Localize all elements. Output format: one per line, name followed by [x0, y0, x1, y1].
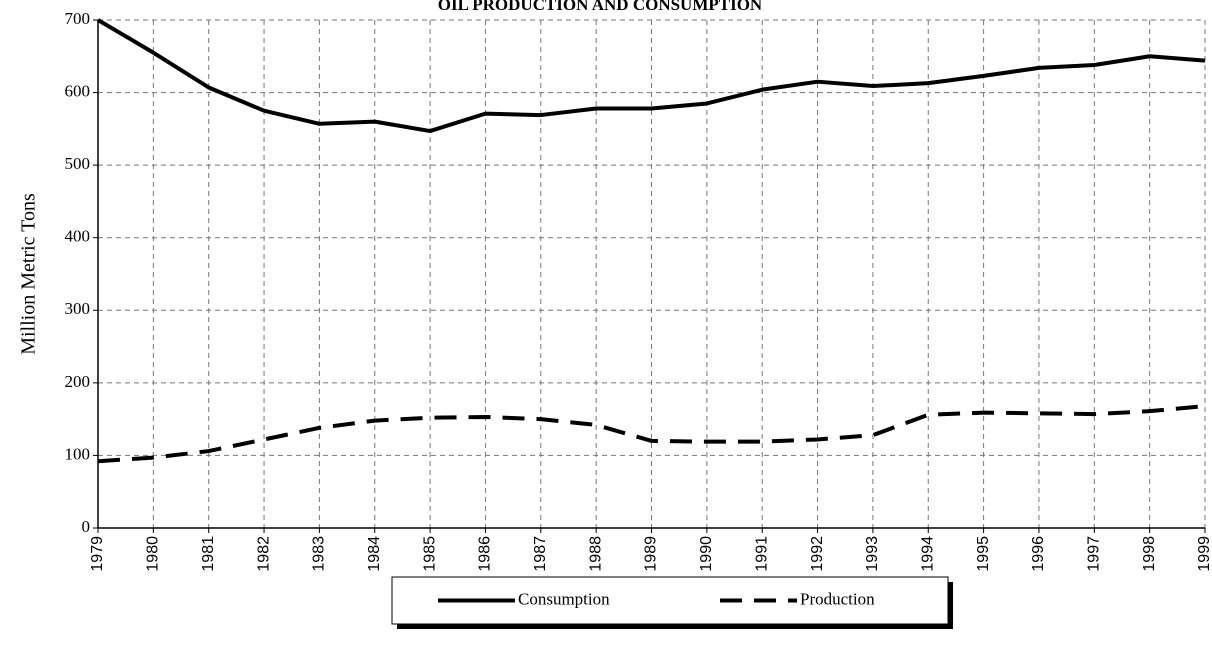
- x-tick-label: 1985: [421, 536, 438, 572]
- x-tick-label: 1995: [975, 536, 992, 572]
- x-tick-label: 1984: [366, 536, 383, 572]
- x-tick-label: 1998: [1141, 536, 1158, 572]
- x-tick-label: 1996: [1030, 536, 1047, 572]
- y-tick-label: 700: [65, 9, 91, 28]
- y-tick-label: 200: [65, 372, 91, 391]
- x-tick-label: 1993: [864, 536, 881, 572]
- y-tick-label: 500: [65, 154, 91, 173]
- x-tick-label: 1990: [698, 536, 715, 572]
- chart-title: OIL PRODUCTION AND CONSUMPTION: [438, 0, 763, 14]
- y-tick-label: 400: [65, 227, 91, 246]
- x-tick-label: 1989: [643, 536, 660, 572]
- line-series: [97, 404, 1206, 464]
- x-tick-label: 1991: [753, 536, 770, 572]
- x-tick-label: 1992: [809, 536, 826, 572]
- y-tick-label: 0: [82, 517, 91, 536]
- y-axis-label: Million Metric Tons: [18, 193, 40, 355]
- legend-label: Consumption: [518, 589, 610, 608]
- x-tick-label: 1999: [1196, 536, 1212, 572]
- x-tick-label: 1994: [919, 536, 936, 572]
- y-tick-label: 300: [65, 299, 91, 318]
- y-tick-label: 600: [65, 81, 91, 100]
- x-tick-label: 1979: [89, 536, 106, 572]
- x-tick-label: 1982: [255, 536, 272, 572]
- line-series: [96, 18, 1206, 134]
- x-tick-label: 1987: [532, 536, 549, 572]
- y-tick-label: 100: [65, 444, 91, 463]
- x-tick-label: 1986: [477, 536, 494, 572]
- x-tick-label: 1983: [311, 536, 328, 572]
- x-tick-label: 1988: [587, 536, 604, 572]
- x-tick-label: 1997: [1086, 536, 1103, 572]
- x-tick-label: 1981: [200, 536, 217, 572]
- legend-label: Production: [800, 589, 875, 608]
- x-tick-label: 1980: [145, 536, 162, 572]
